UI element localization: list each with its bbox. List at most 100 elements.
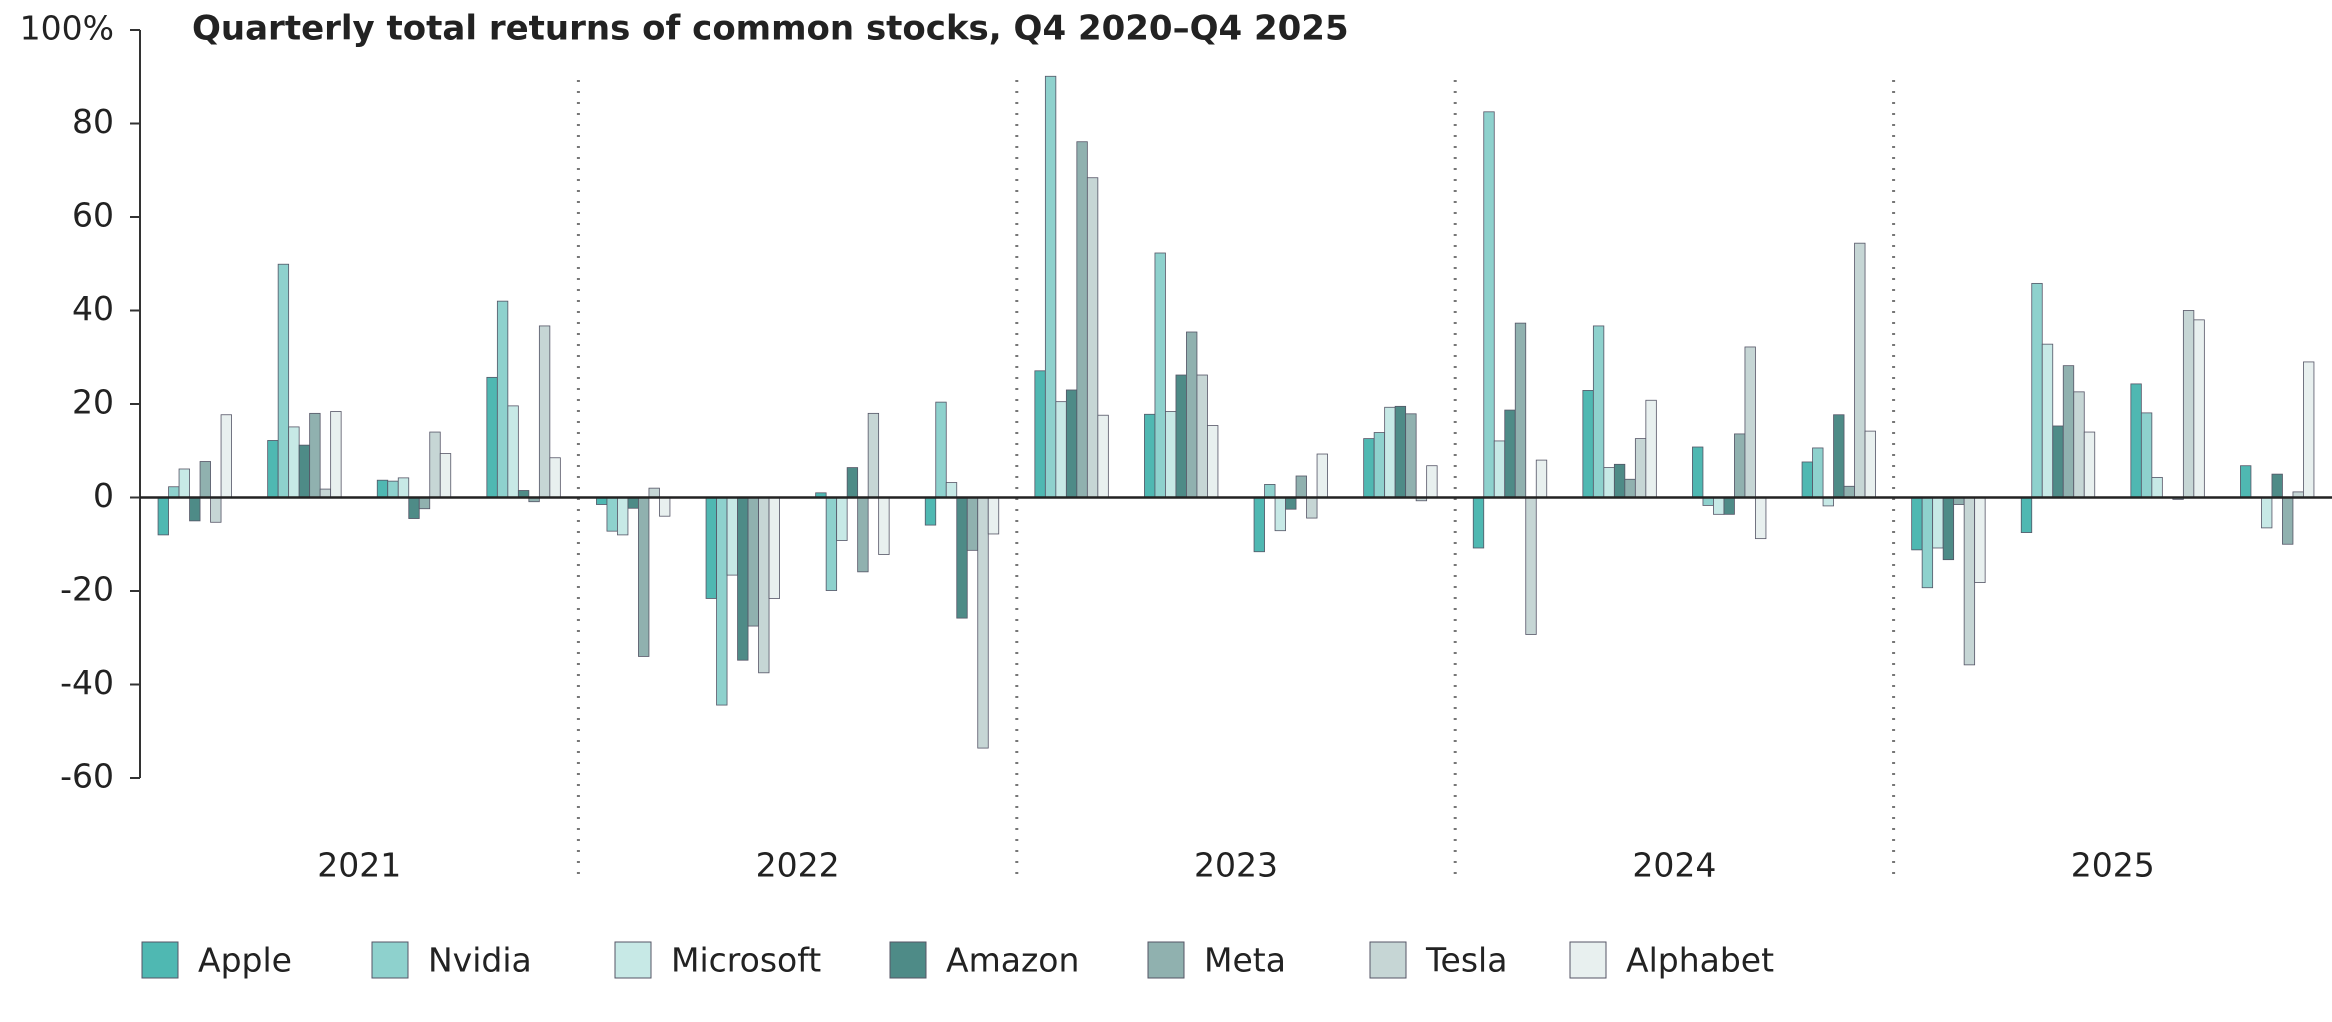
bar — [825, 497, 838, 591]
legend-label: Alphabet — [1626, 941, 1774, 980]
legend-label: Apple — [198, 941, 292, 980]
bar — [1076, 141, 1088, 498]
bar — [1306, 497, 1318, 519]
x-group-label: 2024 — [1632, 846, 1716, 885]
bar — [1744, 346, 1756, 498]
bar — [439, 453, 452, 498]
bar — [309, 412, 321, 498]
bar — [966, 497, 979, 551]
bar — [2271, 473, 2283, 498]
bar — [878, 497, 890, 555]
bar — [1942, 497, 1955, 561]
bar — [1285, 497, 1297, 510]
bar — [737, 497, 749, 661]
legend-swatch — [889, 941, 927, 979]
y-tick-label: 20 — [72, 383, 114, 422]
bar — [220, 414, 232, 498]
bar — [956, 497, 968, 619]
bar — [1264, 484, 1276, 498]
bar — [418, 497, 431, 510]
bar — [210, 497, 222, 523]
bar — [1405, 413, 1417, 498]
bar — [1963, 497, 1976, 666]
bar — [1624, 478, 1636, 498]
bar — [758, 497, 770, 674]
bar — [538, 325, 551, 498]
bar — [1692, 446, 1704, 498]
bar — [1253, 497, 1265, 553]
legend-label: Microsoft — [671, 941, 821, 980]
bar — [1426, 465, 1438, 498]
bar — [2073, 391, 2085, 498]
bar — [648, 487, 660, 498]
bar — [1186, 331, 1198, 498]
bar — [1196, 374, 1208, 498]
legend-label: Meta — [1204, 941, 1286, 980]
bar — [1535, 459, 1548, 498]
bar — [2083, 431, 2096, 498]
legend-swatch — [141, 941, 179, 979]
bar — [924, 497, 937, 526]
bar — [1207, 425, 1219, 498]
bar — [277, 263, 290, 498]
y-tick-label: 40 — [72, 289, 114, 328]
bar — [2261, 497, 2273, 529]
bar — [288, 426, 300, 498]
bar — [1854, 242, 1866, 498]
bar — [836, 497, 848, 541]
bar — [1864, 430, 1876, 498]
y-tick-label: -40 — [60, 663, 114, 702]
bar — [1932, 497, 1944, 549]
bar — [1713, 497, 1725, 515]
bar — [617, 497, 629, 536]
bar — [507, 405, 519, 498]
bar — [1065, 389, 1078, 498]
bar — [1373, 432, 1386, 498]
x-group-label: 2022 — [756, 846, 840, 885]
bar — [1801, 461, 1813, 498]
bar — [846, 467, 859, 498]
bar — [638, 497, 650, 657]
bar — [977, 497, 989, 749]
bar — [1723, 497, 1735, 515]
bar — [1274, 497, 1286, 532]
x-group-label: 2023 — [1194, 846, 1278, 885]
bar — [1363, 438, 1375, 498]
bar — [768, 497, 780, 599]
legend-swatch — [371, 941, 409, 979]
bar — [1044, 75, 1057, 498]
y-tick-label: -20 — [60, 570, 114, 609]
bar — [1843, 485, 1855, 498]
bar — [747, 497, 759, 627]
bar — [606, 497, 618, 532]
bar — [1921, 497, 1934, 589]
bar — [1097, 414, 1109, 498]
bar — [1316, 453, 1328, 498]
bar — [2151, 476, 2163, 498]
chart-title: Quarterly total returns of common stocks… — [192, 9, 1349, 49]
bar — [319, 488, 332, 498]
bar — [1504, 409, 1516, 498]
y-tick-label: 60 — [72, 196, 114, 235]
bar — [1514, 322, 1527, 498]
bar — [1144, 413, 1156, 498]
bar — [1812, 447, 1824, 498]
bar — [376, 479, 389, 498]
bar — [189, 497, 201, 522]
x-group-label: 2025 — [2071, 846, 2155, 885]
bar — [2062, 365, 2075, 498]
bar — [1974, 497, 1986, 583]
bar — [945, 482, 958, 498]
bar — [1472, 497, 1485, 549]
bar — [267, 440, 279, 498]
bar — [1613, 463, 1626, 498]
bar — [1165, 411, 1177, 498]
bar — [1086, 177, 1099, 498]
bar — [1734, 433, 1746, 498]
bar — [2193, 319, 2205, 498]
bar — [1592, 325, 1605, 498]
legend-label: Tesla — [1425, 941, 1507, 980]
bar — [2031, 282, 2043, 498]
legend-label: Amazon — [946, 941, 1079, 980]
